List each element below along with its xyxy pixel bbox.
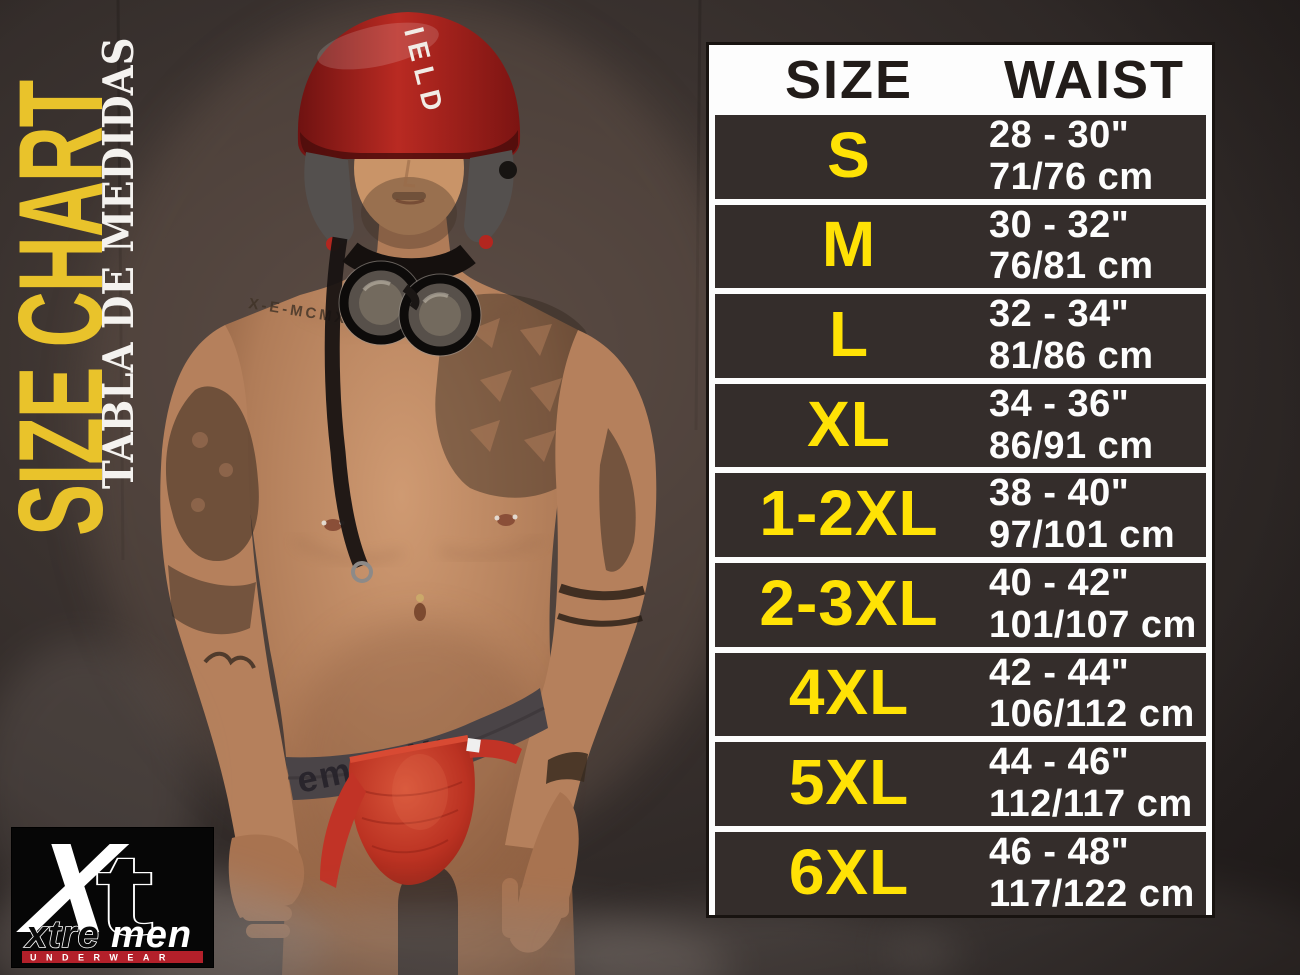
waist-inches: 38 - 40" (989, 472, 1130, 515)
brand-logo-graphic: X t xtre men UNDERWEAR (12, 828, 203, 963)
table-row-4xl: 4XL 42 - 44" 106/112 cm (715, 651, 1206, 737)
table-row-xl: XL 34 - 36" 86/91 cm (715, 382, 1206, 468)
size-value: M (821, 208, 877, 281)
waist-cm: 71/76 cm (989, 155, 1154, 198)
brand-logo: X t xtre men UNDERWEAR (12, 828, 213, 967)
waist-inches: 32 - 34" (989, 293, 1130, 336)
waist-value: 44 - 46" 112/117 cm (983, 741, 1206, 826)
size-value: XL (807, 387, 891, 460)
waist-inches: 34 - 36" (989, 382, 1130, 425)
waist-inches: 28 - 30" (989, 114, 1130, 156)
table-header: SIZE WAIST (715, 50, 1206, 110)
page-subtitle: TABLA DE MEDIDAS (94, 37, 143, 490)
size-table: SIZE WAIST S 28 - 30" 71/76 cm M 30 - 32… (706, 42, 1215, 918)
size-value: 6XL (788, 835, 910, 908)
waist-cm: 76/81 cm (989, 245, 1154, 288)
table-row-2-3xl: 2-3XL 40 - 42" 101/107 cm (715, 561, 1206, 647)
waist-cm: 106/112 cm (989, 693, 1195, 736)
logo-t: t (96, 830, 153, 959)
waist-inches: 44 - 46" (989, 741, 1130, 784)
size-value: S (827, 118, 871, 191)
size-value: 5XL (788, 745, 910, 818)
waist-cm: 97/101 cm (989, 514, 1176, 557)
waist-cm: 86/91 cm (989, 424, 1154, 467)
size-value: 1-2XL (759, 477, 939, 550)
col-header-size: SIZE (784, 50, 914, 110)
waist-value: 28 - 30" 71/76 cm (983, 114, 1206, 199)
waist-value: 32 - 34" 81/86 cm (983, 293, 1206, 378)
table-row-l: L 32 - 34" 81/86 cm (715, 293, 1206, 378)
waist-value: 40 - 42" 101/107 cm (983, 561, 1206, 647)
waist-value: 42 - 44" 106/112 cm (983, 651, 1206, 737)
logo-banner-text: UNDERWEAR (30, 953, 175, 963)
logo-banner-bar (22, 951, 203, 963)
waist-cm: 112/117 cm (989, 782, 1193, 825)
table-row-s: S 28 - 30" 71/76 cm (715, 114, 1206, 199)
col-header-waist: WAIST (1004, 50, 1185, 110)
waist-inches: 42 - 44" (989, 651, 1130, 694)
logo-wordmark-outline: xtre (24, 914, 100, 956)
size-value: 2-3XL (759, 566, 939, 639)
table-row-m: M 30 - 32" 76/81 cm (715, 203, 1206, 289)
waist-inches: 46 - 48" (989, 830, 1130, 873)
table-row-1-2xl: 1-2XL 38 - 40" 97/101 cm (715, 473, 1206, 557)
waist-value: 30 - 32" 76/81 cm (983, 203, 1206, 289)
size-value: L (828, 297, 870, 370)
waist-value: 38 - 40" 97/101 cm (983, 473, 1206, 557)
waist-cm: 101/107 cm (989, 603, 1197, 646)
waist-value: 46 - 48" 117/122 cm (983, 830, 1206, 916)
waist-cm: 81/86 cm (989, 334, 1154, 377)
logo-wordmark-solid: men (111, 914, 192, 956)
waist-inches: 30 - 32" (989, 203, 1130, 246)
table-row-5xl: 5XL 44 - 46" 112/117 cm (715, 741, 1206, 826)
waist-cm: 117/122 cm (989, 872, 1195, 915)
waist-inches: 40 - 42" (989, 561, 1130, 604)
table-row-6xl: 6XL 46 - 48" 117/122 cm (715, 830, 1206, 916)
waist-value: 34 - 36" 86/91 cm (983, 382, 1206, 468)
size-value: 4XL (788, 656, 910, 729)
